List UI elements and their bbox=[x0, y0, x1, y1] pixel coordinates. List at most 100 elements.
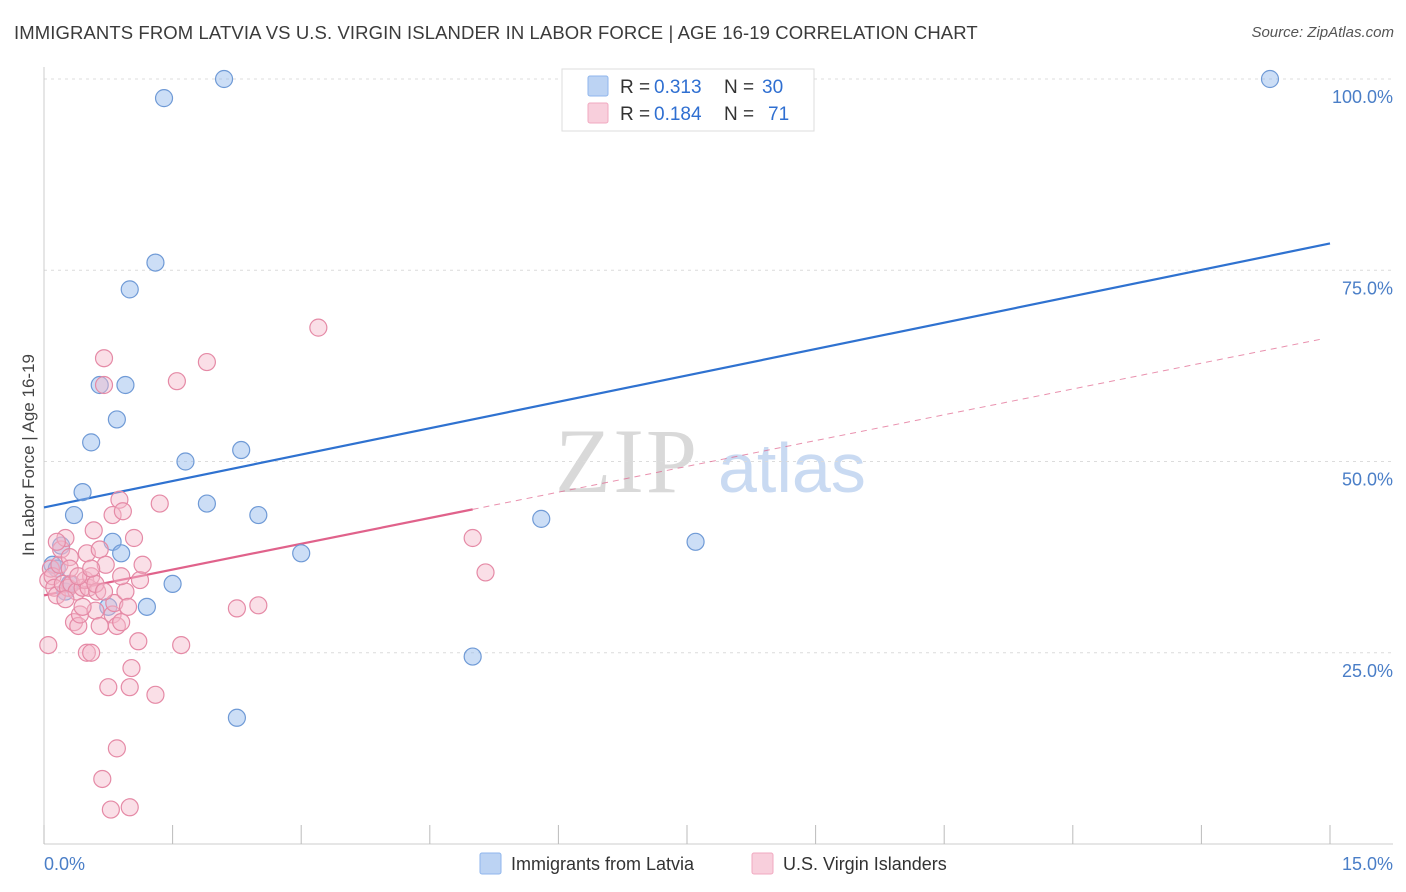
trend-line-latvia bbox=[43, 242, 1331, 509]
point-virgin-islanders bbox=[90, 540, 109, 559]
point-virgin-islanders bbox=[172, 635, 191, 655]
legend-r-label-latvia: R = bbox=[620, 77, 650, 98]
y-tick-label: 75.0% bbox=[1342, 278, 1393, 298]
point-latvia bbox=[154, 89, 174, 108]
point-virgin-islanders bbox=[105, 593, 124, 613]
point-latvia bbox=[73, 483, 92, 502]
point-latvia bbox=[146, 253, 165, 272]
point-virgin-islanders bbox=[84, 521, 103, 540]
point-virgin-islanders bbox=[69, 616, 88, 636]
point-virgin-islanders bbox=[50, 555, 69, 574]
legend-n-value-virgin-islanders: 71 bbox=[768, 104, 789, 125]
point-virgin-islanders bbox=[146, 685, 165, 704]
point-latvia bbox=[232, 440, 251, 460]
point-latvia bbox=[64, 505, 84, 525]
point-latvia bbox=[176, 452, 195, 471]
point-virgin-islanders bbox=[101, 800, 120, 819]
point-latvia bbox=[686, 532, 705, 551]
point-virgin-islanders bbox=[122, 658, 141, 678]
grid-lines bbox=[44, 78, 1393, 654]
point-virgin-islanders bbox=[463, 528, 482, 548]
point-latvia bbox=[532, 509, 551, 528]
point-virgin-islanders bbox=[99, 678, 118, 697]
point-virgin-islanders bbox=[39, 635, 58, 655]
point-virgin-islanders bbox=[94, 582, 114, 601]
point-latvia bbox=[112, 544, 131, 563]
point-virgin-islanders bbox=[227, 599, 246, 618]
point-virgin-islanders bbox=[120, 798, 139, 817]
watermark-atlas: atlas bbox=[718, 429, 866, 507]
point-virgin-islanders bbox=[93, 769, 112, 789]
point-latvia bbox=[137, 597, 156, 616]
trend-lines bbox=[43, 242, 1331, 597]
point-latvia bbox=[227, 708, 246, 727]
point-virgin-islanders bbox=[77, 643, 96, 662]
legend-n-value-latvia: 30 bbox=[762, 77, 783, 98]
point-virgin-islanders bbox=[73, 597, 92, 616]
point-latvia bbox=[214, 69, 234, 89]
legend-r-value-virgin-islanders: 0.184 bbox=[654, 104, 702, 125]
legend-swatch-virgin-islanders bbox=[587, 102, 609, 124]
chart-source: Source: ZipAtlas.com bbox=[1251, 24, 1394, 41]
point-virgin-islanders bbox=[130, 570, 150, 590]
point-virgin-islanders bbox=[82, 643, 101, 662]
point-latvia bbox=[120, 280, 139, 299]
point-virgin-islanders bbox=[124, 528, 144, 548]
point-virgin-islanders bbox=[110, 490, 129, 509]
point-virgin-islanders bbox=[94, 349, 114, 368]
bottom-legend-label-latvia: Immigrants from Latvia bbox=[511, 854, 695, 874]
point-virgin-islanders bbox=[476, 563, 495, 582]
point-latvia bbox=[463, 647, 482, 666]
trend-line-virgin-islanders bbox=[43, 508, 473, 597]
point-virgin-islanders bbox=[197, 352, 216, 372]
point-virgin-islanders bbox=[120, 678, 139, 697]
bottom-legend-swatch-latvia bbox=[479, 852, 502, 875]
point-virgin-islanders bbox=[118, 597, 138, 616]
top-legend: R = 0.313 N = 30 R = 0.184 N = 71 bbox=[561, 68, 815, 132]
point-virgin-islanders bbox=[41, 559, 60, 578]
bottom-legend: Immigrants from Latvia U.S. Virgin Islan… bbox=[479, 852, 947, 875]
point-latvia bbox=[107, 410, 126, 429]
point-virgin-islanders bbox=[56, 590, 75, 609]
legend-r-value-latvia: 0.313 bbox=[654, 77, 702, 98]
legend-swatch-latvia bbox=[587, 75, 609, 97]
point-virgin-islanders bbox=[249, 596, 268, 615]
data-points bbox=[39, 69, 1280, 819]
point-virgin-islanders bbox=[113, 502, 132, 521]
point-virgin-islanders bbox=[56, 528, 75, 548]
point-latvia bbox=[82, 433, 101, 452]
point-virgin-islanders bbox=[129, 632, 148, 651]
point-latvia bbox=[1260, 69, 1280, 89]
x-tick-label-min: 0.0% bbox=[44, 854, 85, 874]
point-latvia bbox=[249, 505, 268, 525]
bottom-legend-label-virgin-islanders: U.S. Virgin Islanders bbox=[783, 854, 947, 874]
point-virgin-islanders bbox=[103, 505, 122, 525]
y-tick-label: 50.0% bbox=[1342, 470, 1393, 490]
point-virgin-islanders bbox=[107, 739, 126, 758]
point-latvia bbox=[90, 375, 109, 395]
trend-line-virgin-islanders-extension bbox=[472, 338, 1322, 510]
point-virgin-islanders bbox=[112, 613, 131, 632]
point-virgin-islanders bbox=[94, 375, 114, 395]
bottom-legend-swatch-virgin-islanders bbox=[751, 852, 774, 875]
axes: 25.0% 50.0% 75.0% 100.0% bbox=[43, 67, 1393, 845]
chart-title: IMMIGRANTS FROM LATVIA VS U.S. VIRGIN IS… bbox=[14, 22, 978, 43]
point-virgin-islanders bbox=[112, 567, 131, 586]
point-virgin-islanders bbox=[116, 582, 135, 601]
point-virgin-islanders bbox=[43, 567, 62, 586]
point-virgin-islanders bbox=[309, 318, 328, 337]
point-latvia bbox=[116, 375, 135, 395]
point-virgin-islanders bbox=[133, 555, 152, 574]
y-tick-label: 25.0% bbox=[1342, 661, 1393, 681]
point-virgin-islanders bbox=[167, 372, 186, 391]
point-virgin-islanders bbox=[82, 559, 101, 578]
point-virgin-islanders bbox=[88, 582, 107, 601]
y-tick-label: 100.0% bbox=[1332, 87, 1393, 107]
y-axis-label: In Labor Force | Age 16-19 bbox=[19, 354, 38, 556]
legend-n-label-virgin-islanders: N = bbox=[724, 104, 754, 125]
point-virgin-islanders bbox=[47, 532, 66, 551]
point-latvia bbox=[163, 574, 182, 594]
legend-r-label-virgin-islanders: R = bbox=[620, 104, 650, 125]
point-virgin-islanders bbox=[150, 494, 169, 513]
